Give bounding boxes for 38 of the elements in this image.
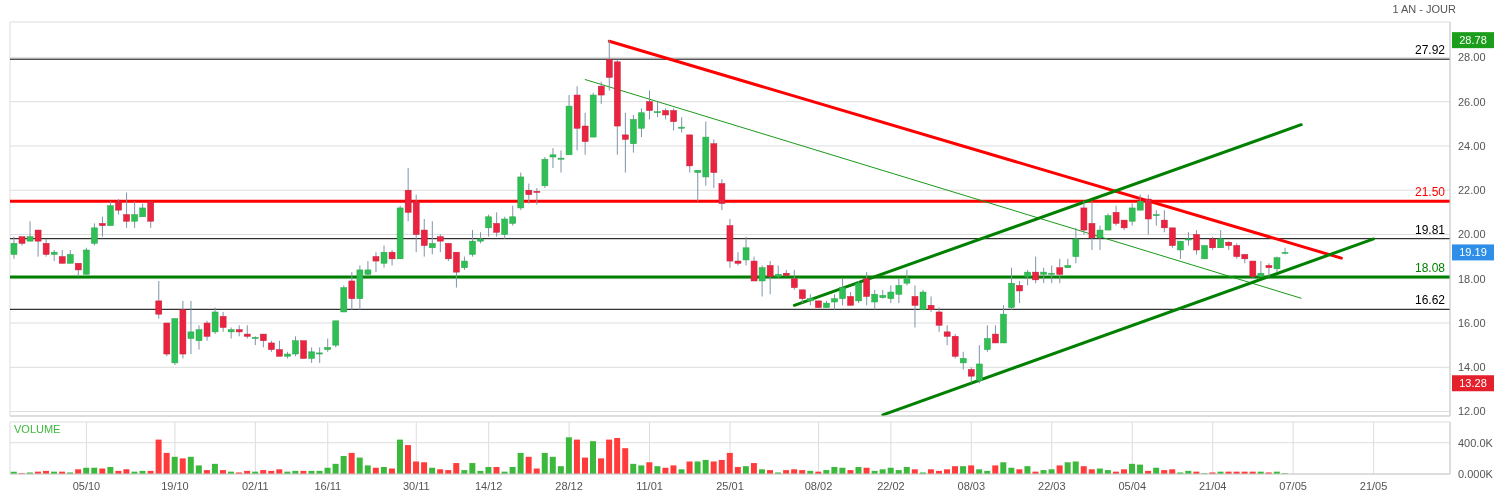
- x-tick-label: 19/10: [161, 479, 189, 492]
- annotation: 13.28: [1459, 377, 1487, 390]
- ref-line-label: 19.81: [1414, 222, 1446, 237]
- y-tick-label: 22.00: [1458, 184, 1486, 197]
- x-tick-label: 11/01: [636, 479, 663, 492]
- y-tick-label: 24.00: [1458, 139, 1486, 152]
- ref-line-label: 27.92: [1414, 43, 1446, 58]
- y-tick-label: 28.00: [1458, 51, 1486, 64]
- chart-subtitle: 1 AN - JOUR: [1392, 3, 1456, 15]
- y-tick-label: 400.0K: [1458, 436, 1494, 449]
- x-tick-label: 30/11: [402, 479, 430, 492]
- ref-line-label: 21.50: [1414, 185, 1446, 200]
- x-tick-label: 05/04: [1118, 479, 1146, 492]
- x-tick-label: 07/05: [1279, 479, 1307, 492]
- x-tick-label: 14/12: [474, 479, 503, 492]
- x-tick-label: 28/12: [555, 479, 583, 492]
- x-tick-label: 21/05: [1359, 479, 1388, 492]
- y-tick-label: 14.00: [1458, 361, 1486, 374]
- y-tick-label: 26.00: [1458, 95, 1486, 108]
- y-tick-label: 20.00: [1458, 228, 1486, 241]
- annotation: 19.19: [1459, 246, 1487, 259]
- y-tick-label: 16.00: [1458, 316, 1486, 329]
- x-tick-label: 05/10: [72, 479, 101, 492]
- x-tick-label: 16/11: [314, 479, 342, 492]
- x-tick-label: 08/03: [957, 479, 986, 492]
- chart-title: VOLUME: [14, 423, 61, 435]
- x-tick-label: 21/04: [1198, 479, 1227, 492]
- x-tick-label: 22/02: [877, 479, 905, 492]
- ref-line-label: 16.62: [1414, 293, 1446, 308]
- y-tick-label: 0.000K: [1458, 467, 1494, 480]
- x-tick-label: 25/01: [716, 479, 744, 492]
- x-tick-label: 22/03: [1038, 479, 1066, 492]
- y-tick-label: 18.00: [1458, 272, 1486, 285]
- annotation: 28.78: [1459, 34, 1487, 47]
- y-tick-label: 12.00: [1458, 405, 1486, 418]
- ref-line-label: 18.08: [1414, 260, 1446, 275]
- x-tick-label: 02/11: [242, 479, 269, 492]
- x-tick-label: 08/02: [804, 479, 833, 492]
